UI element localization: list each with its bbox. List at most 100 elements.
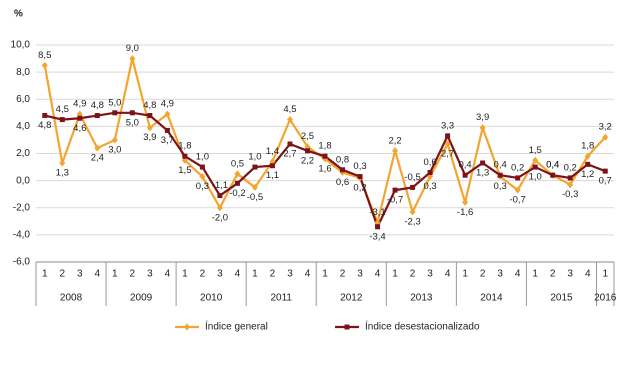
x-tick-label: 1 (42, 269, 48, 280)
value-label: 3,9 (476, 112, 489, 123)
point (462, 172, 468, 178)
value-label: -0,5 (404, 172, 420, 183)
value-label: 8,5 (38, 50, 51, 61)
x-tick-label: 2 (550, 269, 556, 280)
year-label: 2008 (60, 293, 83, 304)
point (584, 152, 591, 160)
value-label: 9,0 (126, 43, 139, 54)
value-label: -0,2 (229, 188, 245, 199)
value-label: 4,8 (91, 100, 104, 111)
value-label: 1,0 (196, 152, 209, 163)
value-label: 0,7 (599, 176, 612, 187)
x-tick-label: 4 (445, 269, 451, 280)
point (146, 124, 153, 132)
x-tick-label: 2 (200, 269, 206, 280)
value-label: 1,8 (318, 141, 331, 152)
point (462, 198, 469, 206)
value-label: 1,8 (178, 141, 191, 152)
point (567, 175, 573, 181)
point (375, 224, 381, 230)
point (182, 153, 188, 159)
x-tick-label: 4 (515, 269, 521, 280)
value-label: 0,5 (231, 158, 244, 169)
y-tick-label: 8,0 (16, 67, 30, 78)
x-tick-label: 2 (340, 269, 346, 280)
x-tick-label: 1 (532, 269, 538, 280)
year-label: 2016 (594, 293, 617, 304)
value-label: -0,5 (247, 192, 263, 203)
value-label: 4,9 (161, 99, 174, 110)
point (112, 110, 118, 116)
x-tick-label: 3 (567, 269, 573, 280)
point (59, 117, 65, 123)
value-label: 2,2 (388, 135, 401, 146)
y-tick-label: -2,0 (13, 202, 31, 213)
value-label: 0,2 (511, 162, 524, 173)
point (217, 193, 223, 199)
value-label: 1,2 (581, 169, 594, 180)
value-label: 5,0 (126, 117, 139, 128)
value-label: 1,3 (476, 168, 489, 179)
value-label: 1,5 (529, 145, 542, 156)
value-label: 1,4 (266, 146, 279, 157)
point (234, 180, 240, 186)
point (286, 116, 293, 124)
value-label: 0,4 (546, 160, 559, 171)
point (41, 61, 48, 69)
value-label: -0,3 (562, 189, 578, 200)
value-label: 3,3 (441, 120, 454, 131)
point (479, 124, 486, 132)
x-tick-label: 3 (287, 269, 293, 280)
value-label: 3,9 (143, 132, 156, 143)
year-label: 2012 (340, 293, 363, 304)
year-label: 2015 (550, 293, 573, 304)
value-label: 0,2 (353, 182, 366, 193)
point (94, 144, 101, 152)
point (287, 141, 293, 147)
point (532, 164, 538, 170)
value-label: 0,8 (336, 154, 349, 165)
value-label: 3,2 (599, 122, 612, 133)
value-label: -0,7 (509, 195, 525, 206)
point (445, 133, 451, 139)
value-label: 2,2 (301, 155, 314, 166)
point (567, 181, 574, 189)
point (444, 140, 451, 148)
point (129, 110, 135, 116)
value-label: -0,7 (387, 195, 403, 206)
x-tick-label: 1 (602, 269, 608, 280)
point (42, 113, 48, 119)
value-label: 4,6 (73, 123, 86, 134)
value-label: 1,5 (178, 165, 191, 176)
value-label: 2,4 (91, 153, 104, 164)
value-label: 0,2 (564, 162, 577, 173)
value-label: 2,7 (283, 149, 296, 160)
value-label: -3,1 (369, 207, 385, 218)
x-tick-label: 4 (95, 269, 101, 280)
point (147, 113, 153, 119)
x-tick-label: 4 (585, 269, 591, 280)
point (251, 183, 258, 191)
x-tick-label: 4 (235, 269, 241, 280)
point (585, 161, 591, 167)
value-label: 0,3 (423, 181, 436, 192)
value-label: 3,7 (161, 135, 174, 146)
value-label: 2,5 (301, 131, 314, 142)
x-tick-label: 1 (322, 269, 328, 280)
y-tick-label: 6,0 (16, 94, 30, 105)
x-tick-label: 4 (375, 269, 381, 280)
value-label: 1,6 (318, 163, 331, 174)
value-label: 4,5 (56, 104, 69, 115)
point (480, 160, 486, 166)
value-label: 0,4 (459, 160, 472, 171)
point (427, 169, 433, 175)
year-label: 2011 (270, 293, 292, 304)
x-tick-label: 2 (59, 269, 65, 280)
point (164, 127, 170, 133)
y-tick-label: 0,0 (16, 175, 30, 186)
x-tick-label: 1 (392, 269, 398, 280)
value-label: -2,3 (404, 216, 420, 227)
point (340, 167, 346, 173)
value-label: -1,6 (457, 207, 473, 218)
